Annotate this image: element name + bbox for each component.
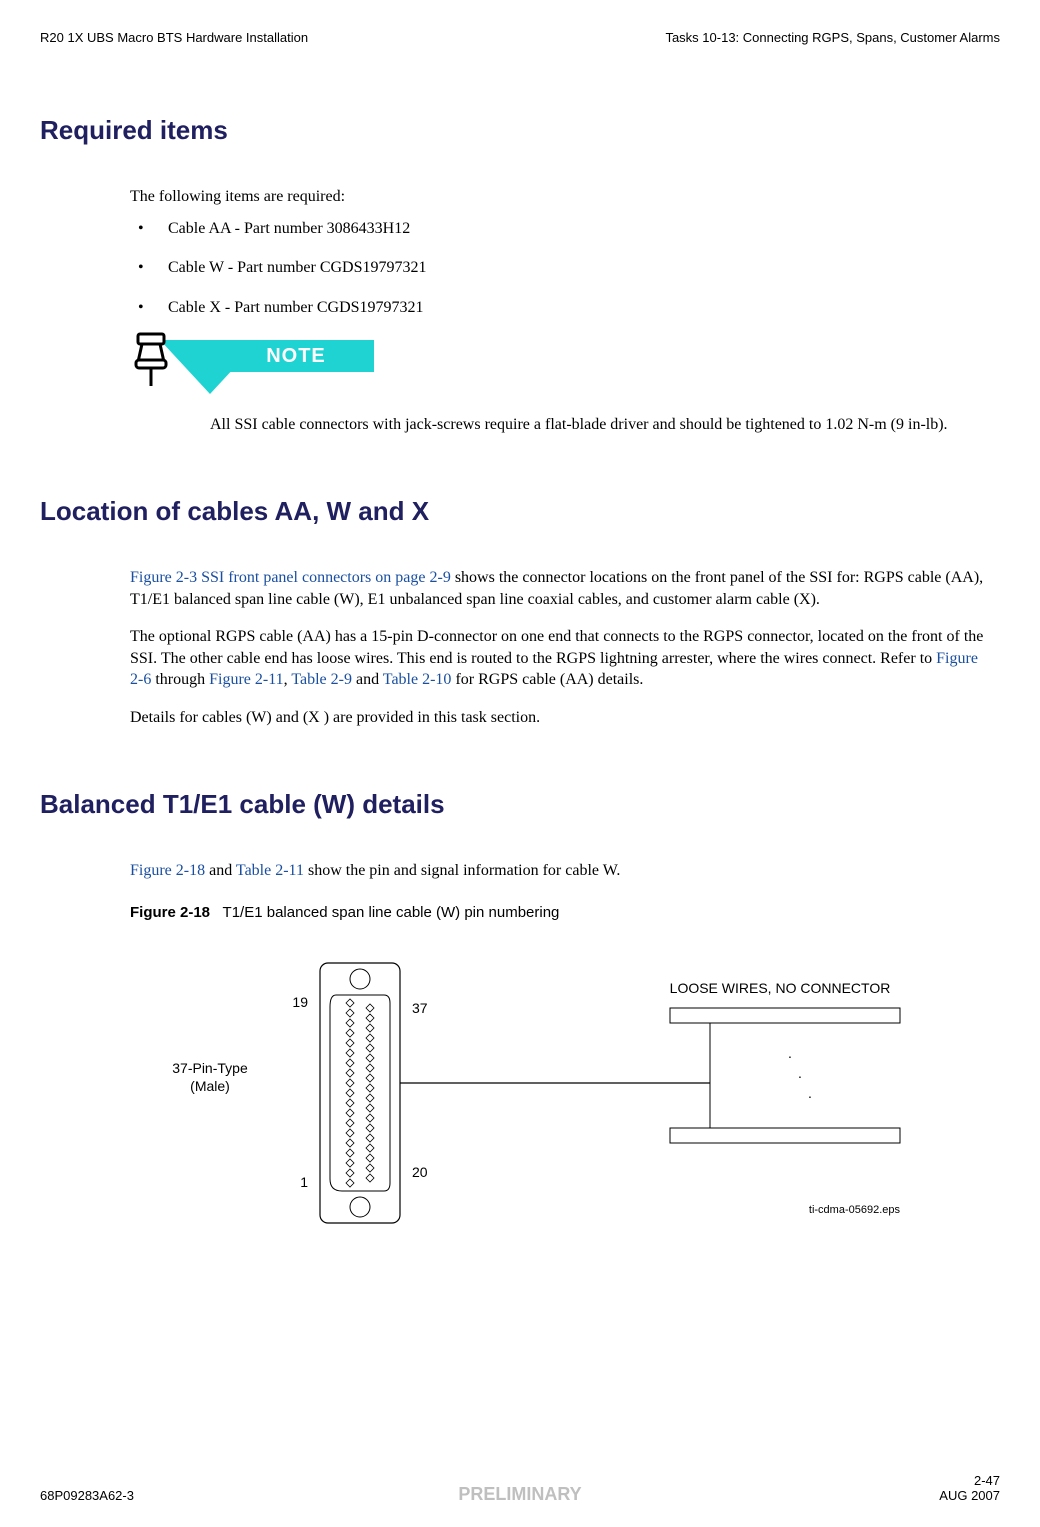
required-body: The following items are required: Cable … xyxy=(130,186,990,436)
link-figure-2-3[interactable]: Figure 2-3 SSI front panel connectors on… xyxy=(130,569,451,586)
header-left: R20 1X UBS Macro BTS Hardware Installati… xyxy=(40,30,308,45)
text: and xyxy=(205,862,236,879)
svg-text:.: . xyxy=(798,1065,802,1081)
svg-text:.: . xyxy=(808,1085,812,1101)
pushpin-icon xyxy=(130,332,176,388)
note-graphic: NOTE xyxy=(130,338,340,396)
list-item: Cable X - Part number CGDS19797321 xyxy=(130,297,990,319)
footer-date: AUG 2007 xyxy=(939,1488,1000,1503)
note-text: All SSI cable connectors with jack-screw… xyxy=(210,414,990,436)
required-list: Cable AA - Part number 3086433H12 Cable … xyxy=(130,218,990,319)
footer: 68P09283A62-3 2-47 AUG 2007 xyxy=(40,1473,1000,1503)
figure-2-18: 19 37 1 20 37-Pin-Type (Male) LOOSE WIRE… xyxy=(150,953,990,1273)
figure-caption: Figure 2-18 T1/E1 balanced span line cab… xyxy=(130,903,990,923)
heading-required-items: Required items xyxy=(40,115,1000,146)
note-block: NOTE All SSI cable connectors with jack-… xyxy=(130,338,990,436)
loose-wires-label: LOOSE WIRES, NO CONNECTOR xyxy=(670,980,891,996)
svg-text:.: . xyxy=(788,1045,792,1061)
pin-label-20: 20 xyxy=(412,1164,428,1180)
dsub-connector xyxy=(320,963,400,1223)
text: for RGPS cable (AA) details. xyxy=(451,671,643,688)
location-p3: Details for cables (W) and (X ) are prov… xyxy=(130,707,990,729)
running-header: R20 1X UBS Macro BTS Hardware Installati… xyxy=(40,30,1000,45)
list-item: Cable W - Part number CGDS19797321 xyxy=(130,257,990,279)
text: The optional RGPS cable (AA) has a 15-pi… xyxy=(130,628,983,667)
text: and xyxy=(352,671,383,688)
loose-wires-box: . . . xyxy=(670,1008,900,1143)
balanced-body: Figure 2-18 and Table 2-11 show the pin … xyxy=(130,860,990,1274)
figure-svg: 19 37 1 20 37-Pin-Type (Male) LOOSE WIRE… xyxy=(150,953,970,1253)
page: R20 1X UBS Macro BTS Hardware Installati… xyxy=(0,0,1040,1527)
location-p1: Figure 2-3 SSI front panel connectors on… xyxy=(130,567,990,610)
list-item: Cable AA - Part number 3086433H12 xyxy=(130,218,990,240)
required-lead: The following items are required: xyxy=(130,186,990,208)
connector-label-line1: 37-Pin-Type xyxy=(172,1060,248,1076)
footer-page-number: 2-47 xyxy=(974,1473,1000,1488)
link-table-2-10[interactable]: Table 2-10 xyxy=(383,671,452,688)
link-figure-2-11[interactable]: Figure 2-11 xyxy=(209,671,284,688)
heading-balanced: Balanced T1/E1 cable (W) details xyxy=(40,789,1000,820)
text: through xyxy=(151,671,209,688)
connector-label-line2: (Male) xyxy=(190,1078,230,1094)
header-right: Tasks 10-13: Connecting RGPS, Spans, Cus… xyxy=(665,30,1000,45)
link-table-2-9[interactable]: Table 2-9 xyxy=(291,671,352,688)
note-header: NOTE xyxy=(130,338,990,396)
balanced-p1: Figure 2-18 and Table 2-11 show the pin … xyxy=(130,860,990,882)
link-table-2-11[interactable]: Table 2-11 xyxy=(236,862,304,879)
figure-title: T1/E1 balanced span line cable (W) pin n… xyxy=(223,904,560,921)
figure-number: Figure 2-18 xyxy=(130,904,210,921)
location-p2: The optional RGPS cable (AA) has a 15-pi… xyxy=(130,626,990,691)
eps-reference: ti-cdma-05692.eps xyxy=(809,1204,901,1216)
text: show the pin and signal information for … xyxy=(304,862,620,879)
link-figure-2-18[interactable]: Figure 2-18 xyxy=(130,862,205,879)
heading-location: Location of cables AA, W and X xyxy=(40,496,1000,527)
note-badge: NOTE xyxy=(218,340,374,372)
pin-label-1: 1 xyxy=(300,1174,308,1190)
location-body: Figure 2-3 SSI front panel connectors on… xyxy=(130,567,990,729)
footer-doc-number: 68P09283A62-3 xyxy=(40,1488,134,1503)
pin-label-19: 19 xyxy=(292,994,308,1010)
pin-label-37: 37 xyxy=(412,1000,428,1016)
